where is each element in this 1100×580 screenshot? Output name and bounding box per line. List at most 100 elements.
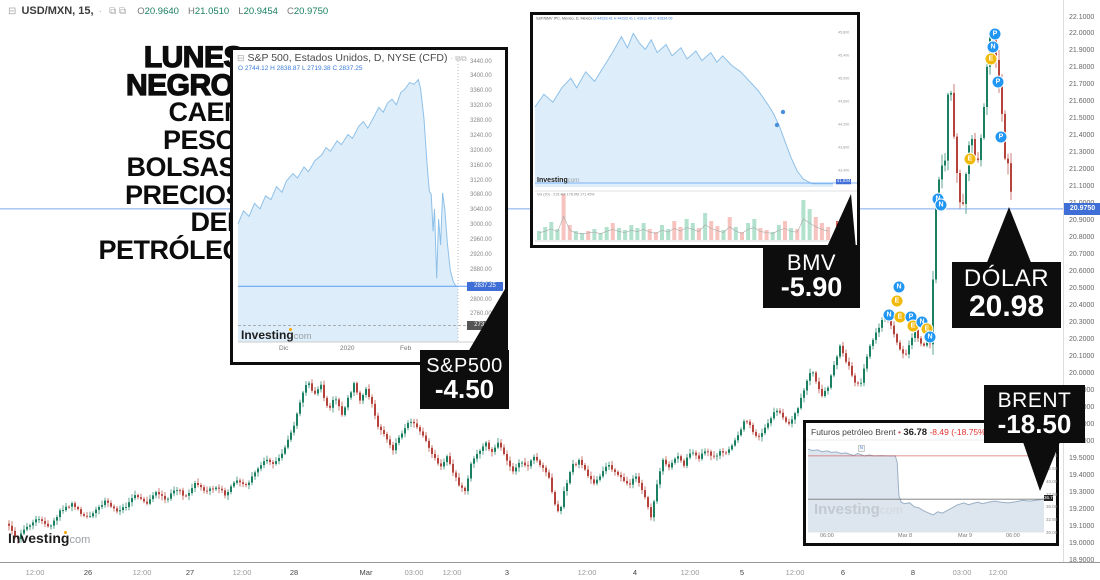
sp500-time-label: Feb	[400, 345, 412, 352]
price-axis-label: 20.0000	[1069, 369, 1095, 377]
event-badge-e[interactable]: E	[984, 52, 998, 66]
event-badge-n[interactable]: N	[934, 198, 948, 212]
event-badge-n[interactable]: N	[923, 330, 937, 344]
callout-value: 20.98	[968, 289, 1045, 323]
brent-axis-label: 45.00	[1046, 454, 1058, 459]
price-axis[interactable]: 22.1000 22.0000 21.9000 21.8000 21.7000 21.60…	[1063, 0, 1100, 564]
price-axis-label: 20.4000	[1069, 301, 1095, 309]
current-price-badge: 20.9750	[1064, 202, 1100, 215]
price-axis-label: 20.2000	[1069, 335, 1095, 343]
bmv-area-chart	[534, 32, 857, 242]
time-axis-label: 12:00	[680, 568, 700, 577]
watermark-suffix: com	[879, 503, 903, 517]
time-axis-label: 12:00	[442, 568, 462, 577]
bmv-axis-label: 45,800	[838, 31, 850, 35]
headline: LUNES NEGRO: CAEN PESO, BOLSAS, PRECIOS …	[0, 42, 244, 265]
sp500-axis-label: 3120.00	[470, 177, 492, 184]
bmv-marker-dot[interactable]	[774, 122, 780, 128]
callout-label: BMV	[786, 250, 837, 276]
panel-icons[interactable]: ⧉ ⧉	[109, 6, 127, 17]
bmv-volume-header: Vol (20) · 215.4M 178.9M 171.45%	[537, 193, 595, 197]
watermark-brand: Investing	[814, 501, 880, 518]
watermark-brand: Investing	[241, 328, 294, 342]
investing-watermark-main: Investingcom	[8, 530, 90, 546]
headline-line: PESO,	[162, 124, 244, 155]
sp500-axis-label: 3160.00	[470, 162, 492, 169]
price-axis-label: 20.5000	[1069, 285, 1095, 293]
bmv-ohlc: O 44233.41 H 44233.41 L 41611.49 C 41634…	[593, 17, 673, 21]
headline-line: PRECIOS	[124, 179, 244, 210]
event-badge-p[interactable]: P	[994, 130, 1008, 144]
candlesticks[interactable]	[8, 31, 1012, 544]
headline-line: NEGRO:	[125, 68, 244, 102]
event-badge-p[interactable]: P	[991, 75, 1005, 89]
sp500-axis-label: 3200.00	[470, 147, 492, 154]
headline-line: PETRÓLEO	[98, 234, 243, 265]
close-value: 20.9750	[293, 6, 329, 17]
panel-icons: · ⧉⧉	[450, 54, 467, 63]
brent-area-line	[807, 448, 1045, 516]
watermark-suffix: com	[293, 331, 312, 342]
brent-current-badge: 36.78	[1044, 495, 1056, 502]
brent-title: Futuros petróleo Brent	[811, 427, 896, 437]
collapse-icon[interactable]: ⊟	[8, 6, 17, 17]
price-axis-label: 20.6000	[1069, 268, 1095, 276]
brent-news-marker[interactable]: N	[858, 445, 865, 452]
headline-line: CAEN	[168, 97, 243, 127]
sp500-area-chart	[237, 58, 501, 343]
brent-area-fill	[808, 449, 1044, 532]
event-badge-p[interactable]: P	[988, 27, 1002, 41]
price-axis-label: 20.3000	[1069, 318, 1095, 326]
sp500-axis-label: 3040.00	[470, 207, 492, 214]
sp500-axis-label: 2880.00	[470, 266, 492, 273]
brent-price: 36.78	[903, 427, 928, 438]
low-value: 20.9454	[243, 6, 278, 17]
event-badge-n[interactable]: N	[892, 280, 906, 294]
symbol-label[interactable]: USD/MXN, 15,	[21, 5, 94, 17]
time-axis-label: 12:00	[25, 568, 45, 577]
event-badge-e[interactable]: E	[890, 294, 904, 308]
price-axis-label: 19.1000	[1069, 522, 1095, 530]
bmv-title: S&P/BMV IPC, México, D, México	[536, 17, 593, 21]
sp500-low-badge: 2731.69	[467, 321, 503, 331]
red-bullet-icon: •	[897, 427, 901, 437]
event-badge-e[interactable]: E	[963, 152, 977, 166]
price-axis-label: 20.9000	[1069, 217, 1095, 225]
sp500-axis-label: 2760.00	[470, 311, 492, 318]
price-axis-label: 20.8000	[1069, 234, 1095, 242]
price-axis-label: 20.1000	[1069, 352, 1095, 360]
time-axis[interactable]: 12:00 26 12:00 27 12:00 28 Mar 03:00 12:00 3 12:00…	[0, 562, 1100, 580]
price-axis-label: 21.8000	[1069, 64, 1095, 72]
price-axis-label: 19.3000	[1069, 488, 1095, 496]
brent-time-label: 06:00	[1006, 533, 1020, 539]
sp500-axis-label: 3240.00	[470, 132, 492, 139]
event-badge-n[interactable]: N	[882, 308, 896, 322]
bmv-area-fill	[535, 33, 833, 188]
watermark-suffix: com	[567, 178, 580, 184]
price-axis-label: 21.3000	[1069, 149, 1095, 157]
time-axis-label: 27	[185, 568, 195, 577]
callout-dolar: DÓLAR 20.98	[952, 262, 1061, 328]
price-axis-label: 22.0000	[1069, 30, 1095, 38]
time-axis-label: Mar	[359, 568, 373, 577]
bmv-area-line	[534, 32, 833, 185]
close-label: C	[286, 6, 294, 17]
brent-axis-label: 37.50	[1046, 493, 1057, 498]
watermark-brand: Investing	[537, 177, 568, 184]
inset-bmv: S&P/BMV IPC, México, D, México O 44233.4…	[530, 12, 860, 248]
price-axis-label: 19.0000	[1069, 539, 1095, 547]
callout-label: DÓLAR	[963, 265, 1050, 293]
sp500-axis-label: 3080.00	[470, 192, 492, 199]
sp500-axis-label: 3000.00	[470, 222, 492, 229]
sp500-axis-label: 3280.00	[470, 118, 492, 125]
event-badge-n[interactable]: N	[986, 40, 1000, 54]
brent-axis-label: 40.00	[1046, 479, 1058, 485]
callout-sp500: S&P500 -4.50	[420, 350, 509, 409]
bmv-marker-dot[interactable]	[780, 109, 786, 115]
high-value: 21.0510	[194, 6, 230, 17]
ticker-bar: ⊟ USD/MXN, 15, · ⧉ ⧉ O20.9640 H21.0510 L…	[6, 5, 328, 17]
open-value: 20.9640	[144, 6, 179, 17]
time-axis-label: 03:00	[404, 568, 424, 577]
open-label: O	[137, 6, 145, 17]
